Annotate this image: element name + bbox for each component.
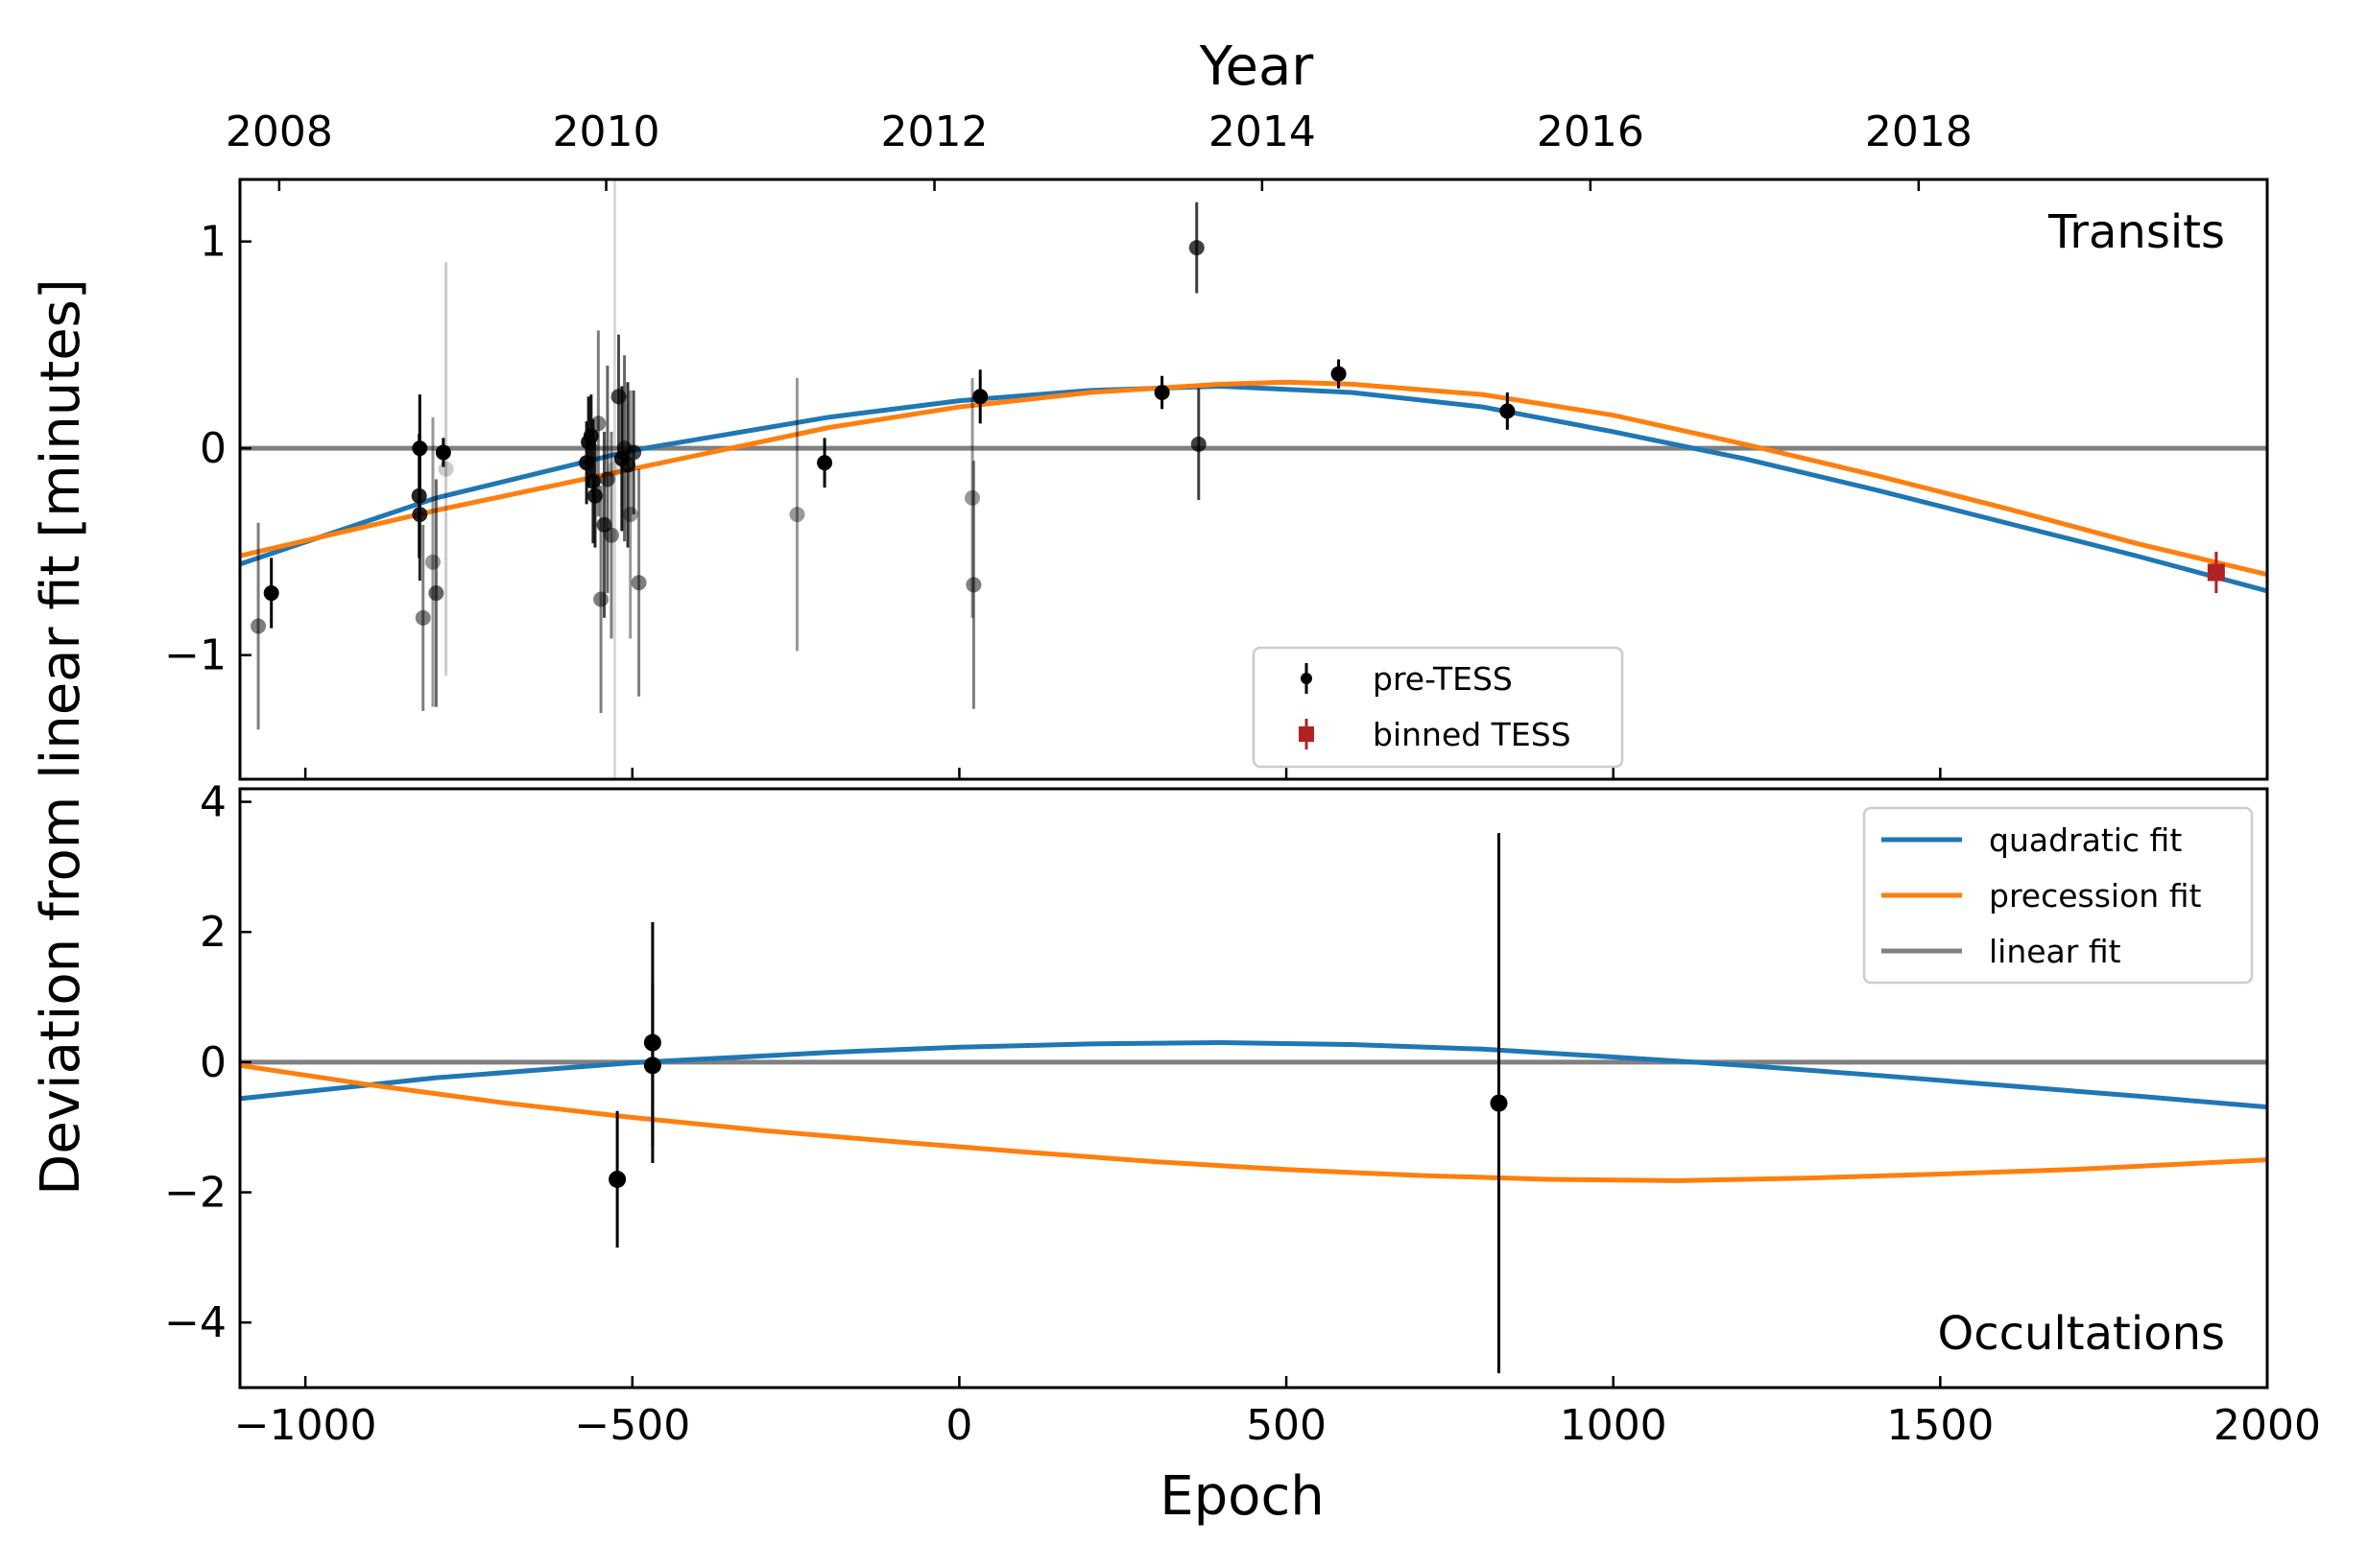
transit-point [251,618,267,634]
y-tick-label: 2 [200,908,227,957]
x-tick-label: −500 [574,1401,690,1450]
occultation-point [609,1170,627,1188]
y-tick-label: 1 [200,218,227,267]
x-tick-label: −1000 [234,1401,377,1450]
occultation-point [1490,1094,1508,1112]
x-tick-label: 2000 [2213,1401,2321,1450]
transits-panel: −1 0 1 Transits [164,178,2269,781]
transit-point [415,609,431,626]
top-tick-label: 2016 [1537,107,1644,156]
x-tick-label: 1000 [1560,1401,1667,1450]
transit-point [1499,403,1516,419]
top-axis-title: Year [1199,36,1315,98]
transit-point [1188,240,1205,256]
transit-point [590,416,607,432]
legend-box [1862,806,2254,985]
panel-label: Transits [2047,205,2225,259]
y-tick-label: 4 [200,778,227,827]
transit-point [424,554,441,570]
x-tick-label: 0 [945,1401,972,1450]
top-tick-label: 2014 [1208,107,1316,156]
transit-point [1154,384,1170,400]
legend-pre-tess-label: pre-TESS [1373,660,1513,698]
transit-point [435,444,451,461]
top-tick-label: 2010 [553,107,660,156]
transit-point [428,585,444,602]
transit-point [1190,436,1207,452]
transit-point [817,455,833,471]
transit-point [603,527,619,543]
x-axis: −1000 −500 0 500 1000 1500 2000 [234,1401,2321,1450]
quadratic-fit-line [240,384,2267,594]
transit-point [631,575,647,591]
quadratic-fit-line [240,1040,2267,1110]
transit-point [620,457,636,473]
plot-area [240,833,2267,1374]
precession-fit-line [240,379,2267,578]
transit-point [622,507,638,523]
legend-box [1252,646,1624,769]
plot-frame [238,178,2269,781]
top-tick-label: 2012 [881,107,989,156]
legend-pre-tess-marker [1301,673,1312,684]
transit-point [412,507,428,523]
x-tick-label: 1500 [1886,1401,1994,1450]
transit-point [972,389,989,405]
plot-area [240,179,2267,779]
y-tick-label: 0 [200,1038,227,1087]
transit-point [583,428,599,444]
legend-tess-label: binned TESS [1373,716,1571,753]
x-axis-title: Epoch [1160,1465,1324,1528]
tess-point [2207,563,2225,582]
legend-label: quadratic fit [1989,821,2182,859]
transit-point [966,577,982,593]
transit-point [593,591,610,607]
y-axis-title: Deviation from linear fit [minutes] [30,278,92,1195]
transit-point [263,585,279,602]
transit-point [626,444,642,461]
transit-point [438,461,454,477]
top-tick-label: 2008 [226,107,333,156]
x-tick-label: 500 [1246,1401,1327,1450]
legend-occultations: quadratic fit precession fit linear fit [1862,806,2254,985]
occultations-panel: −4 −2 0 2 4 Occultations [164,778,2269,1390]
top-tick-label: 2018 [1865,107,1973,156]
legend-label: linear fit [1989,933,2121,970]
y-tick-label: 0 [200,424,227,473]
top-axis: 2008 2010 2012 2014 2016 2018 [226,107,1973,191]
transit-point [789,507,805,523]
y-tick-label: −4 [164,1298,227,1347]
panel-label: Occultations [1937,1307,2225,1361]
y-tick-label: −1 [164,631,227,680]
occultation-point [643,1057,661,1075]
legend-tess-marker [1299,726,1314,742]
precession-fit-line [240,1062,2267,1183]
plot-frame [238,787,2269,1390]
y-tick-label: −2 [164,1169,227,1218]
transit-point [1330,366,1347,382]
legend-label: precession fit [1989,877,2201,915]
legend-transits: pre-TESS binned TESS [1252,646,1624,769]
